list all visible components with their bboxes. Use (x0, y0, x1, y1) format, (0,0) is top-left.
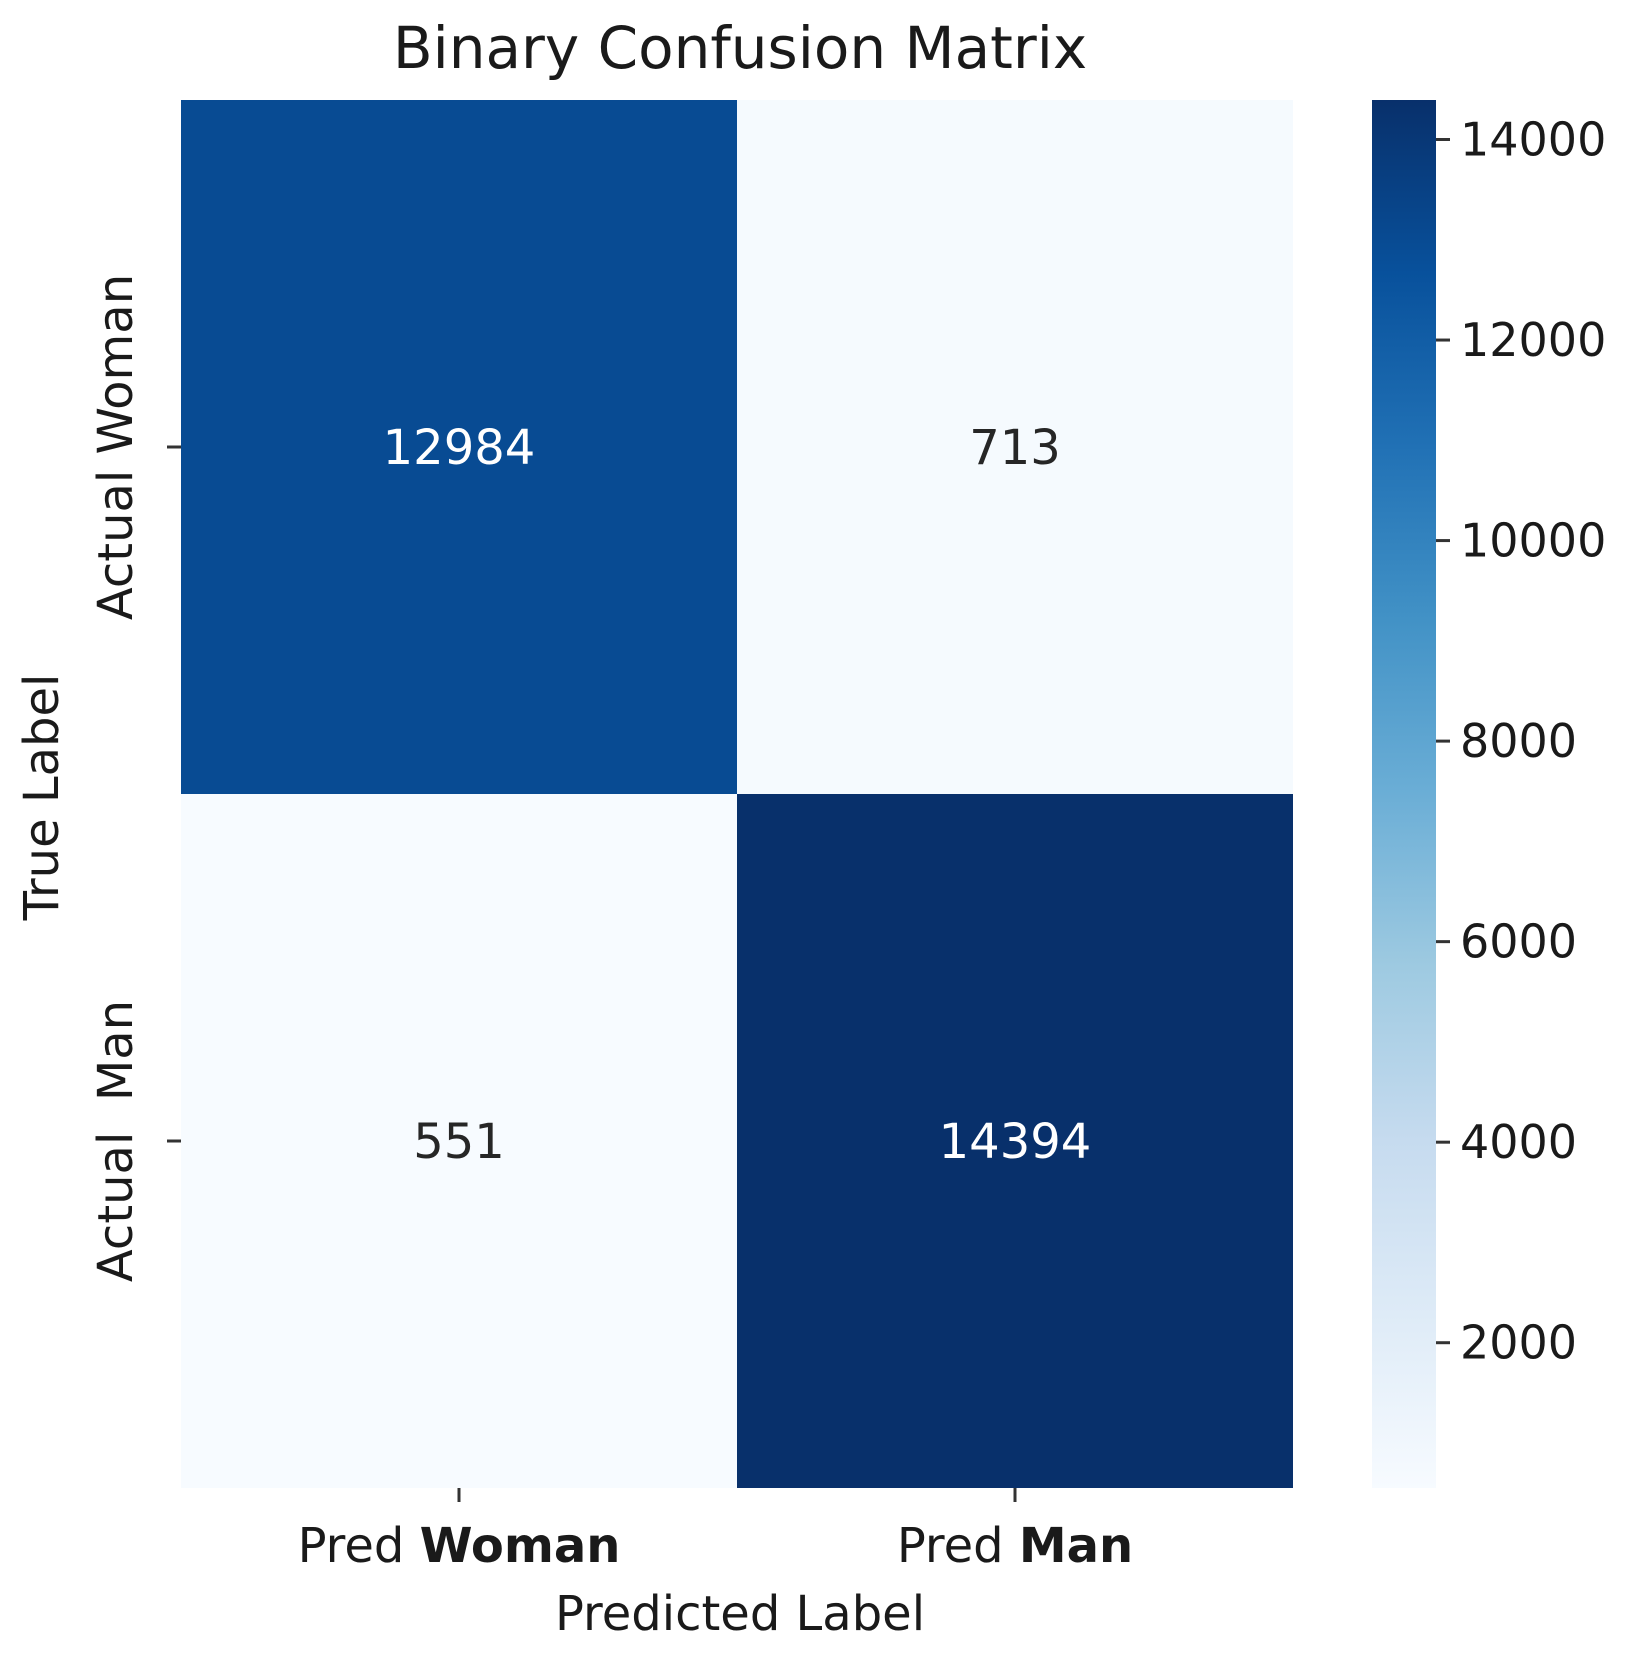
colorbar-tick-label: 10000 (1460, 514, 1606, 568)
cell-value-label: 14394 (939, 1114, 1092, 1170)
cell-values: 12984 713 551 14394 (383, 420, 1092, 1170)
heatmap-cell (737, 794, 1293, 1488)
cell-value-label: 12984 (383, 420, 536, 476)
colorbar-tick-label: 4000 (1460, 1115, 1577, 1169)
y-tick-label: Actual Man (88, 1000, 144, 1282)
cell-value-label: 713 (969, 420, 1061, 476)
x-axis-label: Predicted Label (555, 1586, 925, 1642)
colorbar (1372, 100, 1436, 1488)
cell-value-label: 551 (413, 1114, 505, 1170)
x-tick-label: Pred Man (897, 1518, 1133, 1574)
colorbar-tick-label: 2000 (1460, 1316, 1577, 1370)
heatmap-cells (181, 100, 1293, 1488)
heatmap-cell (737, 100, 1293, 794)
y-axis-ticks: Actual Woman Actual Man (88, 274, 181, 1282)
y-axis-label: True Label (14, 674, 70, 922)
colorbar-tick-label: 6000 (1460, 915, 1577, 969)
heatmap-cell (181, 794, 737, 1488)
y-tick-label: Actual Woman (88, 274, 144, 620)
colorbar-ticks: 2000 4000 6000 8000 10000 12000 14000 (1436, 113, 1606, 1370)
colorbar-tick-label: 12000 (1460, 313, 1606, 367)
x-axis-ticks: Pred Woman Pred Man (298, 1488, 1133, 1574)
colorbar-tick-label: 8000 (1460, 714, 1577, 768)
chart-title: Binary Confusion Matrix (393, 14, 1087, 82)
x-tick-label: Pred Woman (298, 1518, 621, 1574)
colorbar-tick-label: 14000 (1460, 113, 1606, 167)
heatmap-cell (181, 100, 737, 794)
